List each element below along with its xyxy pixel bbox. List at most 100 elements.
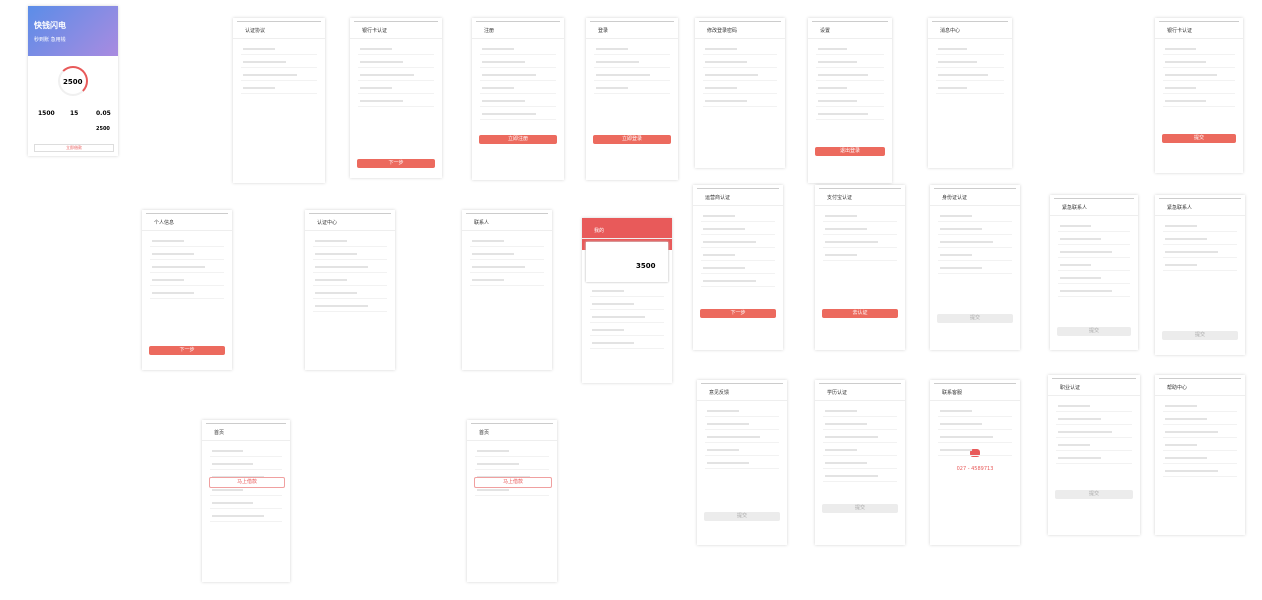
action-button[interactable]: 提交 [937, 313, 1013, 323]
row-divider [1058, 257, 1130, 258]
row-text [818, 113, 868, 115]
action-button[interactable]: 提交 [1162, 134, 1236, 144]
row-divider [823, 442, 897, 443]
home-card-screen: 快钱闪电 秒到账 急用钱 2500 1500 15 0.05 2500 立即借款 [28, 6, 118, 156]
action-button[interactable]: 下一步 [700, 308, 776, 318]
row-text [1060, 238, 1102, 240]
status-bar [309, 213, 391, 214]
row-text [940, 228, 983, 230]
row-divider [590, 309, 664, 310]
row-divider [1163, 476, 1237, 477]
row-text [212, 450, 243, 452]
row-text [707, 462, 750, 464]
action-button[interactable]: 提交 [1055, 490, 1133, 500]
row-text [482, 100, 526, 102]
row-divider [358, 93, 434, 94]
row-divider [313, 259, 387, 260]
row-divider [470, 246, 544, 247]
row-text [472, 240, 504, 242]
row-divider [1058, 296, 1130, 297]
action-button[interactable]: 提交 [822, 503, 898, 513]
phone-screen: 帮助中心 [1155, 375, 1245, 535]
row-text [1165, 418, 1208, 420]
phone-screen: 个人信息下一步 [142, 210, 232, 370]
action-button[interactable]: 马上借款 [209, 476, 285, 488]
row-text [152, 279, 184, 281]
row-divider [313, 311, 387, 312]
divider [1050, 215, 1138, 216]
row-divider [816, 119, 884, 120]
row-text [825, 215, 857, 217]
row-divider [816, 67, 884, 68]
row-text [212, 463, 254, 465]
action-button[interactable]: 提交 [1162, 331, 1238, 340]
row-divider [703, 106, 777, 107]
row-divider [1163, 54, 1235, 55]
row-divider [1163, 270, 1237, 271]
row-text [818, 61, 858, 63]
row-divider [150, 285, 224, 286]
action-button[interactable]: 下一步 [357, 158, 435, 168]
row-divider [1163, 93, 1235, 94]
row-text [825, 254, 857, 256]
row-divider [1058, 244, 1130, 245]
screen-title: 紧急联系人 [1062, 205, 1088, 211]
row-divider [1163, 257, 1237, 258]
screen-title: 银行卡认证 [362, 28, 388, 34]
action-button[interactable]: 退出登录 [814, 146, 886, 156]
row-text [825, 410, 857, 412]
screen-title: 学历认证 [827, 390, 848, 396]
action-button[interactable]: 提交 [1057, 326, 1131, 336]
stat-card [586, 242, 668, 282]
phone-screen: 联系客服 027 - 4589713 [930, 380, 1020, 545]
row-text [152, 266, 206, 268]
row-text [703, 254, 735, 256]
row-text [360, 100, 404, 102]
screen-title: 紧急联系人 [1167, 205, 1193, 211]
row-text [477, 463, 520, 465]
row-text [592, 290, 624, 292]
limit: 2500 [96, 126, 110, 132]
loan-button[interactable]: 立即借款 [34, 144, 114, 152]
action-button[interactable]: 立即注册 [479, 134, 557, 144]
row-divider [823, 416, 897, 417]
row-text [596, 74, 651, 76]
action-button[interactable]: 下一步 [149, 346, 225, 355]
row-divider [590, 322, 664, 323]
row-text [940, 410, 972, 412]
row-text [1165, 444, 1197, 446]
row-text [315, 279, 347, 281]
row-text [477, 450, 509, 452]
divider [1155, 215, 1245, 216]
screen-title: 注册 [484, 28, 495, 34]
row-divider [1163, 244, 1237, 245]
row-divider [938, 247, 1012, 248]
row-text [315, 305, 369, 307]
action-button[interactable]: 立即登录 [593, 134, 671, 144]
row-divider [816, 80, 884, 81]
screen-title: 意见反馈 [709, 390, 730, 396]
action-button[interactable]: 马上借款 [474, 476, 552, 488]
row-divider [701, 247, 775, 248]
screen-title: 设置 [820, 28, 831, 34]
action-button[interactable]: 提交 [704, 512, 780, 521]
phone-screen: 注册立即注册 [472, 18, 564, 180]
row-text [472, 266, 526, 268]
divider [928, 38, 1012, 39]
screen-title: 运营商认证 [705, 195, 731, 201]
action-button[interactable]: 去认证 [822, 308, 898, 318]
row-text [596, 61, 640, 63]
screen-title: 个人信息 [154, 220, 175, 226]
row-divider [703, 67, 777, 68]
row-text [1165, 405, 1197, 407]
phone-screen: 紧急联系人提交 [1155, 195, 1245, 355]
row-divider [1058, 283, 1130, 284]
row-text [940, 241, 994, 243]
status-bar [476, 21, 560, 22]
status-bar [932, 21, 1008, 22]
screen-title: 身份证认证 [942, 195, 968, 201]
screen-title: 职业认证 [1060, 385, 1081, 391]
screen-title: 首页 [479, 430, 490, 436]
phone-number: 027 - 4589713 [956, 465, 994, 472]
